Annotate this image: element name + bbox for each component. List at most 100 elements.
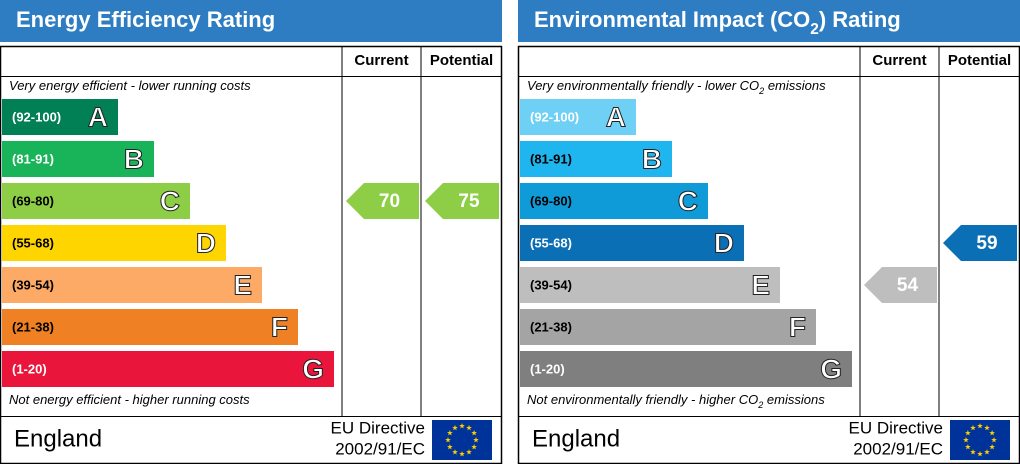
eu-star bbox=[459, 423, 465, 429]
country: England bbox=[532, 425, 620, 452]
band-range: (55-68) bbox=[530, 235, 572, 250]
eu-star bbox=[977, 423, 983, 429]
top-note-part: emissions bbox=[764, 78, 826, 93]
eu-star bbox=[471, 430, 477, 436]
directive-line: EU Directive bbox=[849, 418, 943, 437]
band bbox=[2, 225, 226, 261]
band-range: (92-100) bbox=[12, 109, 61, 124]
band-letter: G bbox=[820, 353, 842, 384]
eu-star bbox=[984, 449, 990, 455]
potential-value: 59 bbox=[976, 233, 997, 254]
eu-star bbox=[447, 444, 453, 450]
bottom-note-part: emissions bbox=[763, 392, 825, 407]
potential-header: Potential bbox=[948, 52, 1011, 69]
band-range: (1-20) bbox=[530, 361, 565, 376]
eu-star bbox=[965, 444, 971, 450]
eu-star bbox=[991, 437, 997, 443]
band bbox=[520, 141, 672, 177]
current-value: 70 bbox=[379, 191, 400, 212]
eu-star bbox=[970, 449, 976, 455]
band-range: (21-38) bbox=[530, 319, 572, 334]
eu-star bbox=[471, 444, 477, 450]
eu-star bbox=[447, 430, 453, 436]
eu-star bbox=[473, 437, 479, 443]
panel-title: Environmental Impact (CO2) Rating bbox=[534, 7, 901, 38]
band bbox=[520, 351, 852, 387]
band-letter: F bbox=[789, 311, 806, 342]
band-range: (39-54) bbox=[530, 277, 572, 292]
eu-star bbox=[984, 424, 990, 431]
panel-title-subscript: 2 bbox=[810, 21, 819, 38]
band-range: (69-80) bbox=[12, 193, 54, 208]
band bbox=[520, 309, 816, 345]
potential-header: Potential bbox=[430, 52, 493, 69]
directive-line: 2002/91/EC bbox=[335, 439, 425, 458]
directive-line: EU Directive bbox=[331, 418, 425, 437]
title-bar bbox=[518, 0, 1020, 42]
potential-arrow bbox=[425, 183, 499, 219]
potential-value: 75 bbox=[458, 191, 480, 212]
current-value: 54 bbox=[897, 275, 919, 296]
eu-star bbox=[445, 437, 451, 443]
band-letter: C bbox=[160, 185, 180, 216]
potential-arrow bbox=[943, 225, 1017, 261]
top-note-subscript: 2 bbox=[758, 86, 764, 96]
eu-star bbox=[452, 424, 458, 431]
band-range: (81-91) bbox=[530, 151, 572, 166]
panel-title: Energy Efficiency Rating bbox=[16, 7, 275, 32]
band bbox=[520, 225, 744, 261]
band bbox=[520, 99, 636, 135]
band bbox=[2, 309, 298, 345]
eu-star bbox=[989, 444, 995, 450]
current-arrow bbox=[864, 267, 937, 303]
eu-star bbox=[963, 437, 969, 443]
band-letter: A bbox=[88, 101, 108, 132]
bottom-note-part: Not energy efficient - higher running co… bbox=[9, 392, 250, 407]
eu-star bbox=[466, 424, 472, 431]
country: England bbox=[14, 425, 102, 452]
band-range: (39-54) bbox=[12, 277, 54, 292]
band-letter: A bbox=[606, 101, 626, 132]
band-range: (69-80) bbox=[530, 193, 572, 208]
top-note: Very environmentally friendly - lower CO… bbox=[527, 78, 826, 96]
band-letter: D bbox=[196, 227, 216, 258]
band-range: (1-20) bbox=[12, 361, 47, 376]
band bbox=[2, 183, 190, 219]
top-note: Very energy efficient - lower running co… bbox=[9, 78, 251, 93]
bottom-note: Not energy efficient - higher running co… bbox=[9, 392, 250, 407]
band-range: (55-68) bbox=[12, 235, 54, 250]
band-range: (81-91) bbox=[12, 151, 54, 166]
top-note-part: Very environmentally friendly - lower CO bbox=[527, 78, 759, 93]
panel-title-part: Environmental Impact (CO bbox=[534, 7, 810, 32]
eu-star bbox=[965, 430, 971, 436]
band bbox=[2, 267, 262, 303]
band-letter: B bbox=[124, 143, 144, 174]
band-letter: B bbox=[642, 143, 662, 174]
top-note-part: Very energy efficient - lower running co… bbox=[9, 78, 251, 93]
eu-star bbox=[466, 449, 472, 455]
band bbox=[520, 183, 708, 219]
eu-star bbox=[977, 451, 983, 457]
band-letter: E bbox=[751, 269, 770, 300]
bottom-note-subscript: 2 bbox=[757, 400, 763, 410]
band bbox=[2, 99, 118, 135]
band bbox=[520, 267, 780, 303]
band bbox=[2, 141, 154, 177]
eu-star bbox=[459, 451, 465, 457]
title-bar bbox=[0, 0, 502, 42]
eu-star bbox=[989, 430, 995, 436]
panel-title-part: ) Rating bbox=[819, 7, 901, 32]
band-letter: G bbox=[302, 353, 324, 384]
current-header: Current bbox=[354, 52, 408, 69]
band-letter: F bbox=[271, 311, 288, 342]
current-header: Current bbox=[872, 52, 926, 69]
band-letter: E bbox=[233, 269, 252, 300]
bottom-note: Not environmentally friendly - higher CO… bbox=[527, 392, 825, 410]
directive-line: 2002/91/EC bbox=[853, 439, 943, 458]
band-letter: D bbox=[714, 227, 734, 258]
band bbox=[2, 351, 334, 387]
band-range: (21-38) bbox=[12, 319, 54, 334]
current-arrow bbox=[346, 183, 419, 219]
band-range: (92-100) bbox=[530, 109, 579, 124]
